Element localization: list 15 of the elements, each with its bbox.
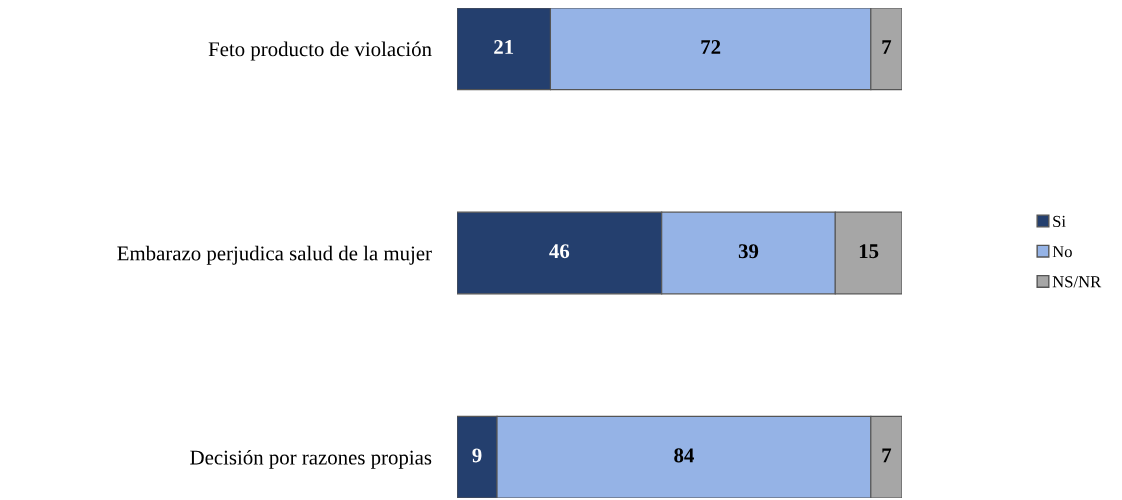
- y-tick-label: Decisión por razones propias: [190, 449, 432, 469]
- data-label: 7: [882, 40, 892, 54]
- data-label: 9: [472, 448, 482, 463]
- data-label: 15: [859, 244, 879, 259]
- data-label: 84: [674, 448, 694, 463]
- data-label: 72: [701, 40, 721, 54]
- legend-label: No: [1052, 246, 1072, 258]
- legend-label: NS/NR: [1052, 276, 1102, 288]
- data-label: 7: [882, 448, 892, 463]
- y-tick-label: Embarazo perjudica salud de la mujer: [117, 245, 432, 265]
- data-label: 39: [738, 244, 759, 259]
- data-label: 46: [549, 244, 570, 259]
- data-label: 21: [494, 40, 514, 54]
- y-tick-label: Feto producto de violación: [208, 41, 432, 61]
- legend-label: Si: [1053, 215, 1066, 228]
